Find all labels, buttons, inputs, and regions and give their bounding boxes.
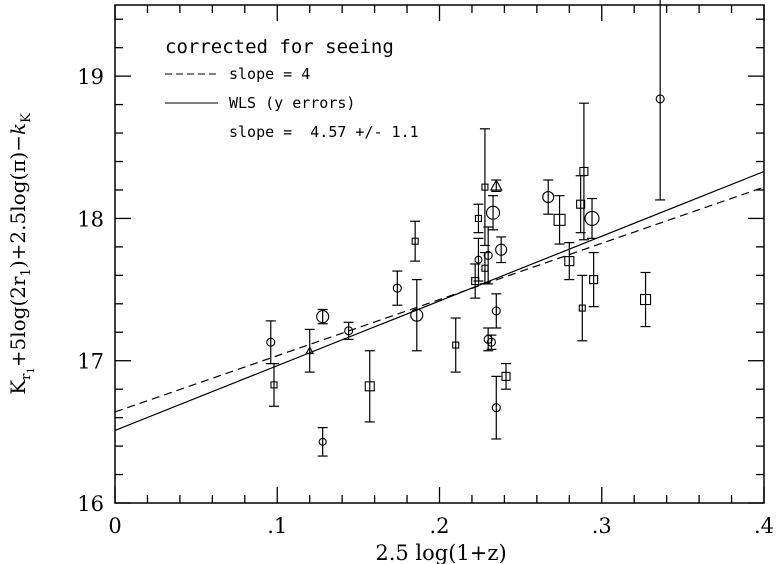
data-point bbox=[578, 304, 586, 312]
data-point bbox=[410, 308, 424, 322]
data-point bbox=[640, 293, 652, 306]
data-point bbox=[489, 179, 503, 191]
data-point bbox=[364, 381, 375, 392]
x-axis-label: 2.5 log(1+z) bbox=[375, 541, 506, 564]
x-tick-label: .4 bbox=[754, 514, 774, 538]
axis-ticks bbox=[114, 5, 765, 504]
x-tick-label: 0 bbox=[108, 514, 121, 538]
data-point bbox=[553, 213, 566, 226]
data-point bbox=[491, 403, 501, 413]
y-axis-label: Kr1+5log(2r1)+2.5log(π)−kK bbox=[6, 113, 37, 395]
data-point bbox=[486, 337, 496, 347]
y-tick-label: 16 bbox=[77, 492, 104, 516]
data-point bbox=[392, 283, 402, 293]
data-point bbox=[564, 256, 575, 267]
data-point bbox=[452, 341, 460, 349]
data-point bbox=[495, 243, 508, 256]
data-point bbox=[483, 250, 493, 260]
x-tick-label: .1 bbox=[267, 514, 287, 538]
data-point bbox=[474, 255, 483, 264]
fit-lines bbox=[114, 170, 765, 431]
y-tick-label: 17 bbox=[77, 350, 104, 374]
data-point bbox=[501, 371, 511, 381]
x-tick-label: .2 bbox=[429, 514, 449, 538]
y-tick-label: 18 bbox=[77, 207, 104, 231]
data-point bbox=[344, 326, 354, 336]
data-point bbox=[270, 381, 278, 389]
data-point bbox=[584, 210, 600, 226]
data-point bbox=[481, 183, 489, 191]
data-point bbox=[474, 214, 482, 222]
data-point bbox=[411, 237, 419, 245]
data-point bbox=[318, 437, 327, 446]
data-point bbox=[491, 306, 501, 316]
solid-fit-line bbox=[114, 170, 765, 431]
data-point bbox=[316, 310, 330, 324]
legend-dashed-label: slope = 4 bbox=[229, 65, 310, 83]
tick-labels: 0 .1 .2 .3 .4 16 17 18 19 bbox=[77, 65, 774, 538]
legend-heading: corrected for seeing bbox=[165, 36, 394, 58]
data-point bbox=[579, 166, 589, 177]
data-points bbox=[265, 0, 666, 457]
data-point bbox=[589, 275, 599, 285]
plot-frame bbox=[114, 4, 765, 504]
data-point bbox=[305, 346, 315, 355]
data-point bbox=[485, 205, 501, 220]
data-point bbox=[542, 191, 555, 204]
dashed-fit-line bbox=[114, 186, 765, 413]
data-point bbox=[655, 94, 665, 104]
legend-fit-text: slope = 4.57 +/- 1.1 bbox=[229, 123, 419, 141]
legend: corrected for seeing slope = 4 WLS (y er… bbox=[165, 36, 419, 141]
data-point bbox=[266, 337, 276, 347]
x-tick-label: .3 bbox=[592, 514, 612, 538]
data-point bbox=[576, 199, 586, 209]
y-tick-label: 19 bbox=[77, 65, 104, 89]
legend-solid-label: WLS (y errors) bbox=[229, 94, 355, 112]
